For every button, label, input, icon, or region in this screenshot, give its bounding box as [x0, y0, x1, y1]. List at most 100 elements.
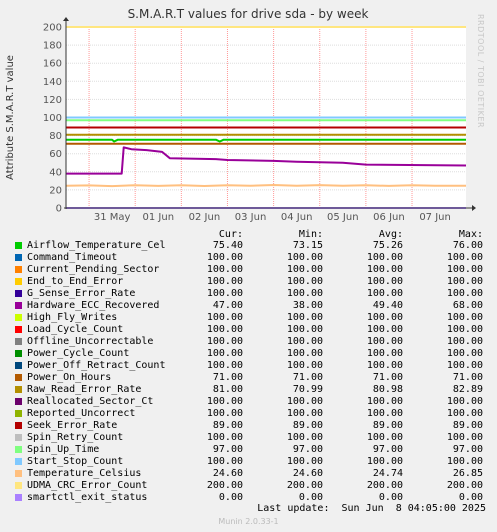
legend-value-max: 100.00 [446, 336, 483, 347]
x-tick-label: 01 Jun [143, 212, 175, 223]
legend-value-min: 100.00 [286, 336, 323, 347]
legend-value-avg: 100.00 [366, 288, 403, 299]
y-tick-label: 140 [43, 77, 62, 88]
legend-value-cur: 100.00 [206, 276, 243, 287]
y-tick-label: 60 [49, 149, 62, 160]
legend-swatch [15, 470, 22, 477]
legend-value-max: 100.00 [446, 396, 483, 407]
legend-row: Reallocated_Sector_Ct 100.00 100.00 100.00 1… [0, 396, 497, 408]
legend-row: Airflow_Temperature_Cel 75.40 73.15 75.26 76… [0, 240, 497, 252]
legend-value-max: 100.00 [446, 264, 483, 275]
legend-swatch [15, 254, 22, 261]
legend-row: Raw_Read_Error_Rate 81.00 70.99 80.98 82.89 [0, 384, 497, 396]
legend-value-max: 100.00 [446, 288, 483, 299]
legend-value-min: 38.00 [292, 300, 323, 311]
legend-row: Current_Pending_Sector 100.00 100.00 100.00… [0, 264, 497, 276]
legend-value-max: 100.00 [446, 324, 483, 335]
legend-swatch [15, 350, 22, 357]
legend-value-min: 100.00 [286, 408, 323, 419]
legend-series-name: Airflow_Temperature_Cel [27, 240, 166, 251]
legend-swatch [15, 482, 22, 489]
legend-series-name: Temperature_Celsius [27, 468, 142, 479]
legend-value-avg: 100.00 [366, 276, 403, 287]
legend-value-avg: 24.74 [372, 468, 403, 479]
legend-swatch [15, 374, 22, 381]
legend-value-min: 100.00 [286, 456, 323, 467]
legend-value-max: 100.00 [446, 360, 483, 371]
legend-series-name: UDMA_CRC_Error_Count [27, 480, 148, 491]
y-axis-label: Attribute S.M.A.R.T value [5, 55, 16, 180]
x-tick-label: 31 May [94, 212, 131, 223]
legend-swatch [15, 386, 22, 393]
legend-value-max: 100.00 [446, 456, 483, 467]
legend-value-min: 100.00 [286, 252, 323, 263]
legend-value-avg: 100.00 [366, 312, 403, 323]
legend-value-cur: 97.00 [212, 444, 243, 455]
legend-value-min: 100.00 [286, 312, 323, 323]
series-line [65, 184, 467, 188]
x-tick-label: 06 Jun [373, 212, 405, 223]
munin-footer: Munin 2.0.33-1 [218, 517, 279, 526]
x-tick-label: 03 Jun [235, 212, 267, 223]
legend-value-avg: 100.00 [366, 408, 403, 419]
legend-value-max: 82.89 [452, 384, 483, 395]
legend-value-max: 100.00 [446, 312, 483, 323]
legend-value-avg: 89.00 [372, 420, 403, 431]
legend-value-avg: 0.00 [378, 492, 403, 503]
legend-row: End_to_End_Error 100.00 100.00 100.00 100.00 [0, 276, 497, 288]
legend-value-avg: 100.00 [366, 456, 403, 467]
legend-series-name: High_Fly_Writes [27, 312, 118, 323]
legend-swatch [15, 446, 22, 453]
legend-swatch [15, 422, 22, 429]
y-tick-label: 0 [56, 204, 62, 215]
legend-value-avg: 100.00 [366, 324, 403, 335]
legend-value-max: 26.85 [452, 468, 483, 479]
y-tick-label: 160 [43, 59, 62, 70]
legend-value-cur: 100.00 [206, 408, 243, 419]
legend-value-min: 100.00 [286, 396, 323, 407]
legend-value-max: 100.00 [446, 276, 483, 287]
legend-swatch [15, 266, 22, 273]
legend-swatch [15, 494, 22, 501]
legend-value-min: 100.00 [286, 276, 323, 287]
legend-value-cur: 89.00 [212, 420, 243, 431]
legend-series-name: Command_Timeout [27, 252, 118, 263]
legend-row: Temperature_Celsius 24.60 24.60 24.74 26.85 [0, 468, 497, 480]
legend-swatch [15, 458, 22, 465]
legend-value-min: 100.00 [286, 264, 323, 275]
legend-value-avg: 100.00 [366, 360, 403, 371]
y-tick-label: 120 [43, 95, 62, 106]
legend-value-cur: 47.00 [212, 300, 243, 311]
legend-col-max: Max: [458, 229, 483, 240]
legend-series-name: Load_Cycle_Count [27, 324, 124, 335]
legend-series-name: Power_Off_Retract_Count [27, 360, 166, 371]
legend-value-cur: 100.00 [206, 324, 243, 335]
legend-series-name: Reported_Uncorrect [27, 408, 136, 419]
legend-series-name: Offline_Uncorrectable [27, 336, 154, 347]
legend-value-min: 0.00 [298, 492, 323, 503]
legend-value-cur: 71.00 [212, 372, 243, 383]
legend-row: Spin_Retry_Count 100.00 100.00 100.00 100.00 [0, 432, 497, 444]
legend-swatch [15, 410, 22, 417]
legend-value-cur: 81.00 [212, 384, 243, 395]
legend-value-max: 0.00 [458, 492, 483, 503]
legend-row: Reported_Uncorrect 100.00 100.00 100.00 100.… [0, 408, 497, 420]
legend-value-max: 100.00 [446, 432, 483, 443]
legend-value-min: 70.99 [292, 384, 323, 395]
legend-row: High_Fly_Writes 100.00 100.00 100.00 100.00 [0, 312, 497, 324]
legend-value-cur: 100.00 [206, 456, 243, 467]
legend-value-max: 100.00 [446, 252, 483, 263]
legend-series-name: End_to_End_Error [27, 276, 124, 287]
series-line [66, 146, 467, 175]
legend-swatch [15, 278, 22, 285]
legend-value-min: 100.00 [286, 432, 323, 443]
legend-swatch [15, 362, 22, 369]
legend-swatch [15, 302, 22, 309]
x-tick-label: 07 Jun [419, 212, 451, 223]
legend-value-avg: 75.26 [372, 240, 403, 251]
legend-swatch [15, 326, 22, 333]
legend-value-max: 68.00 [452, 300, 483, 311]
legend-value-cur: 100.00 [206, 288, 243, 299]
legend-value-avg: 100.00 [366, 432, 403, 443]
